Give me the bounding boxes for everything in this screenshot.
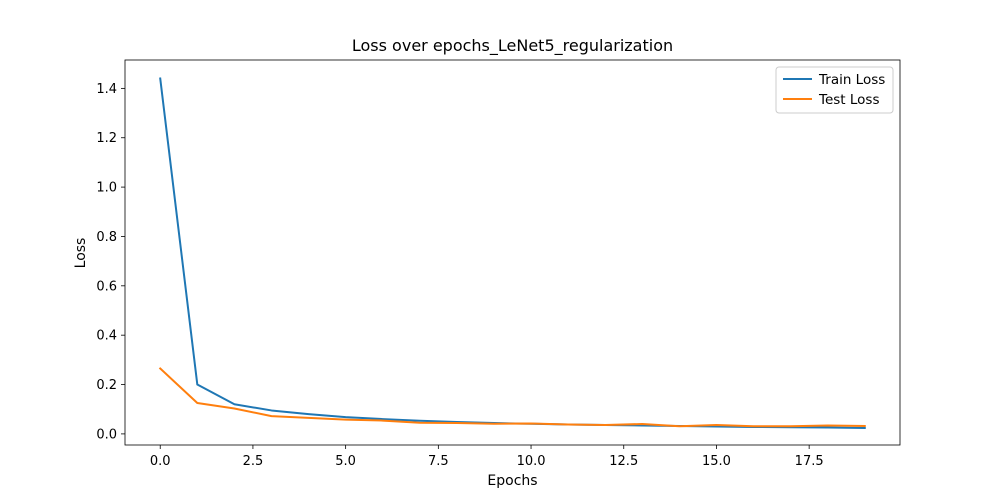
x-tick-label: 5.0	[335, 454, 356, 469]
y-tick-label: 0.2	[96, 378, 117, 393]
y-tick-label: 0.4	[96, 329, 117, 344]
x-axis-label: Epochs	[487, 473, 537, 489]
y-tick-label: 0.8	[96, 230, 117, 245]
x-tick-label: 2.5	[243, 454, 264, 469]
y-axis-label: Loss	[73, 238, 89, 269]
y-tick-label: 0.6	[96, 279, 117, 294]
legend-label-test-loss: Test Loss	[818, 92, 880, 108]
x-tick-label: 15.0	[702, 454, 731, 469]
legend: Train Loss Test Loss	[776, 67, 893, 113]
x-tick-label: 17.5	[795, 454, 824, 469]
x-tick-label: 0.0	[150, 454, 171, 469]
chart-title: Loss over epochs_LeNet5_regularization	[352, 36, 673, 56]
x-tick-label: 12.5	[609, 454, 638, 469]
y-tick-label: 1.4	[96, 82, 117, 97]
y-tick-label: 1.2	[96, 131, 117, 146]
x-tick-label: 10.0	[517, 454, 546, 469]
y-tick-label: 0.0	[96, 427, 117, 442]
x-tick-label: 7.5	[428, 454, 449, 469]
legend-label-train-loss: Train Loss	[818, 72, 885, 88]
y-tick-label: 1.0	[96, 181, 117, 196]
